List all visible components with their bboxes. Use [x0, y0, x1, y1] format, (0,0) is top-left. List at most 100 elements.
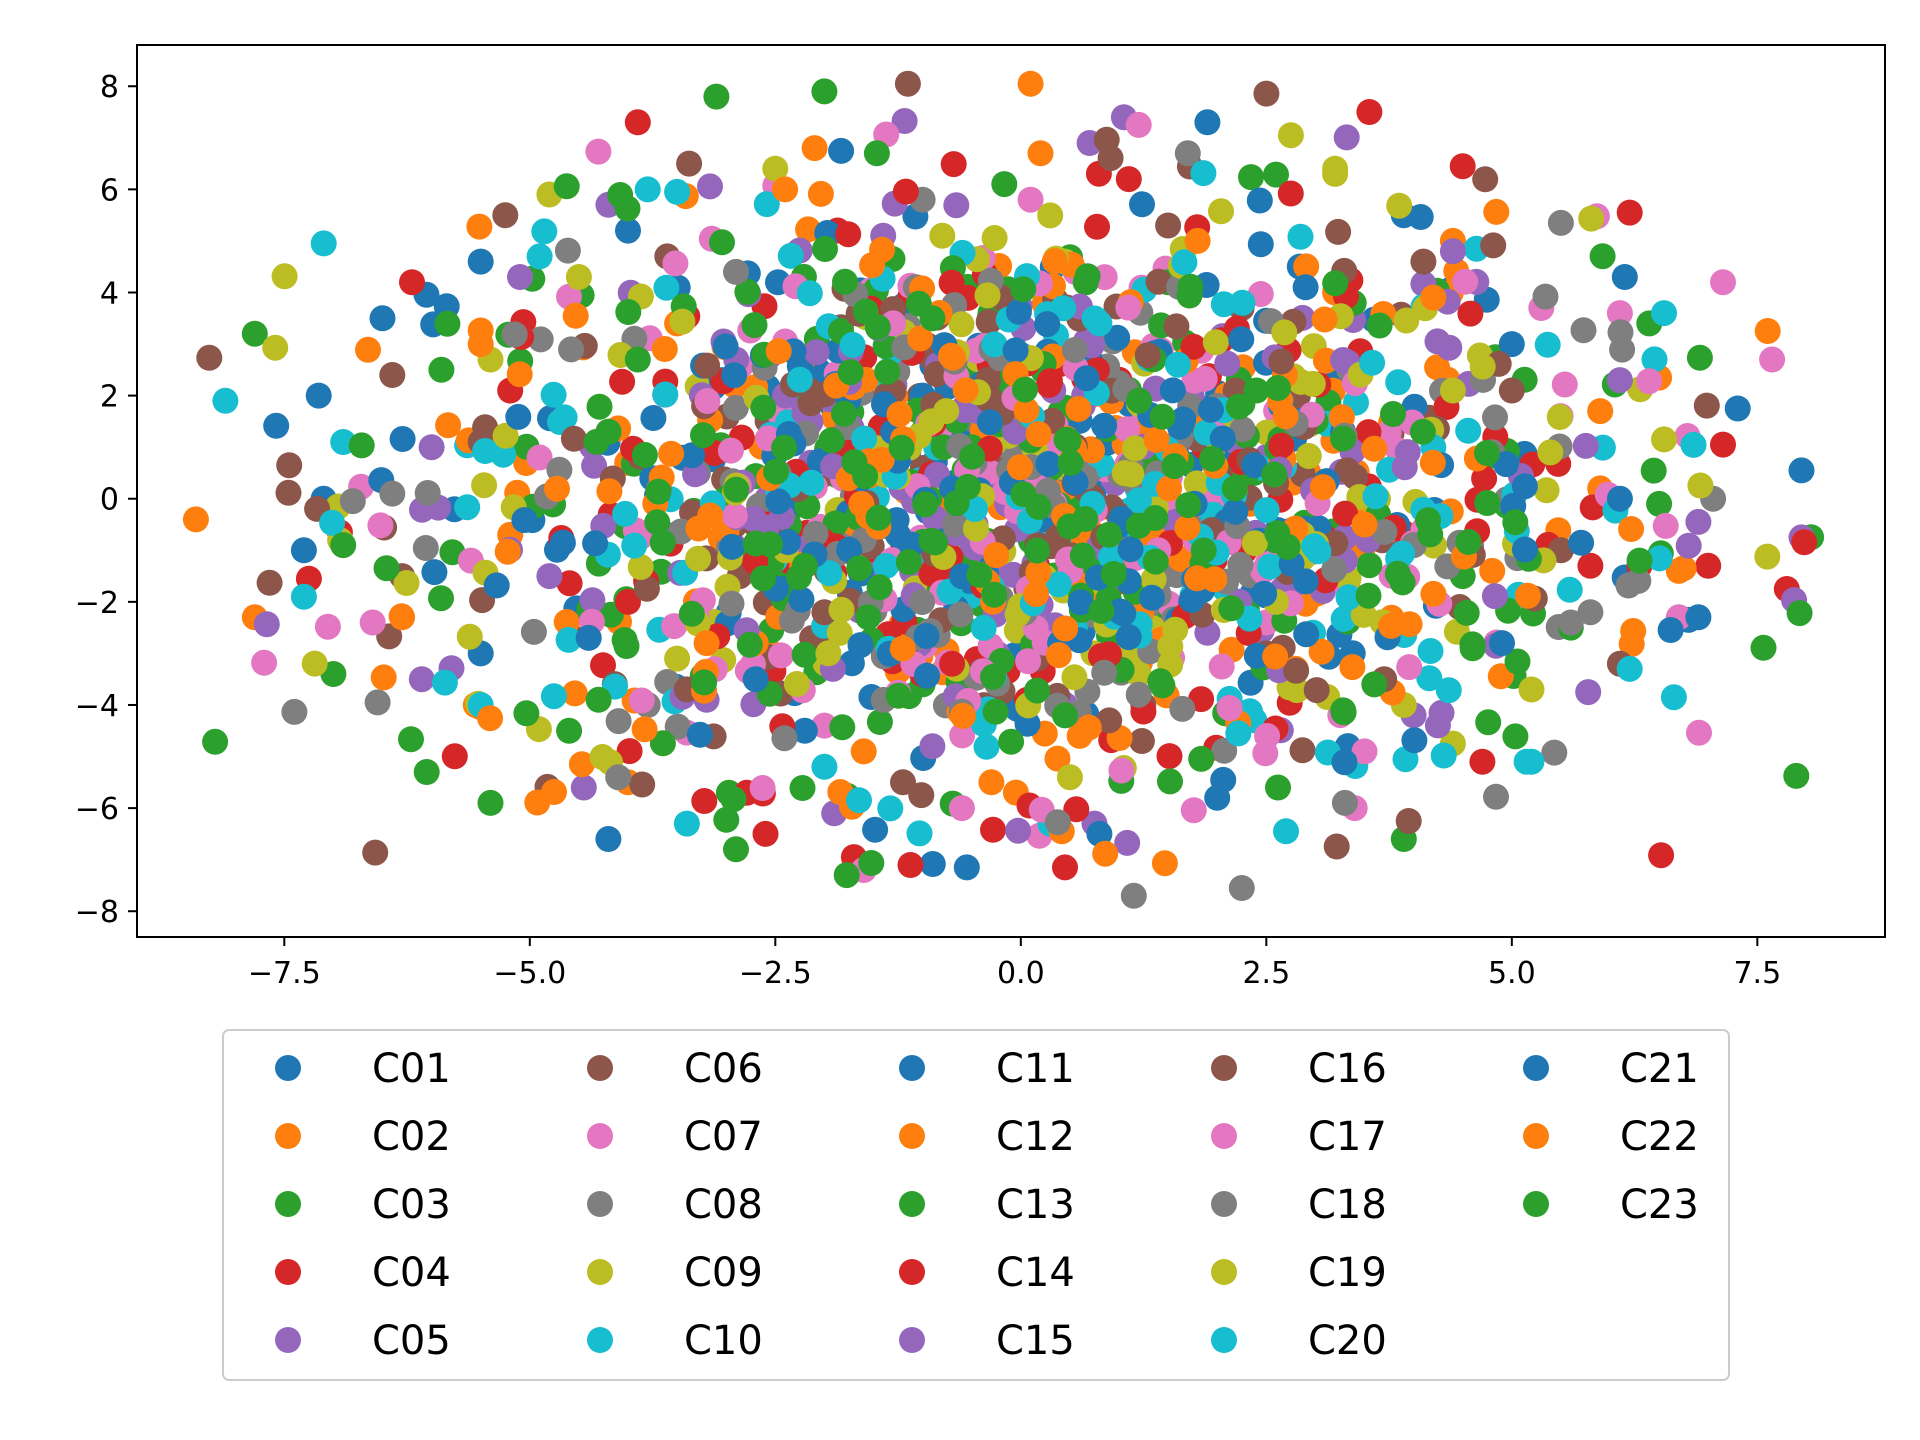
data-point [720, 786, 747, 813]
data-point [1385, 369, 1412, 396]
data-point [1514, 582, 1541, 609]
data-point [1164, 351, 1191, 378]
data-point [1693, 392, 1720, 419]
data-point [1459, 635, 1486, 662]
data-point [631, 442, 658, 468]
data-point [526, 444, 553, 471]
data-point [1511, 473, 1538, 500]
data-point [507, 264, 533, 290]
data-point [1045, 571, 1072, 598]
data-point [527, 326, 554, 353]
data-point [791, 641, 818, 668]
data-point [1002, 337, 1029, 364]
data-point [828, 596, 855, 623]
data-point [791, 552, 818, 579]
data-point [717, 437, 744, 464]
data-point [531, 218, 558, 245]
data-point [1616, 199, 1643, 226]
data-point [540, 381, 567, 408]
data-point [801, 135, 828, 162]
data-point [241, 320, 268, 347]
data-point [369, 305, 396, 332]
data-point [1013, 397, 1040, 424]
data-point [1371, 519, 1398, 545]
data-point [1015, 648, 1042, 675]
data-point [866, 574, 893, 601]
data-point [1006, 454, 1033, 481]
data-point [835, 221, 862, 248]
data-point [1685, 508, 1712, 535]
data-point [757, 531, 784, 558]
legend-label: C22 [1620, 1114, 1699, 1160]
data-point [1034, 311, 1061, 338]
data-point [718, 533, 745, 560]
data-point [982, 698, 1009, 725]
data-point [811, 753, 838, 780]
legend-marker [587, 1327, 613, 1353]
data-point [763, 458, 790, 485]
data-point [975, 308, 1002, 335]
data-point [1253, 80, 1280, 107]
legend-marker [1211, 1123, 1237, 1149]
data-point [1241, 530, 1268, 557]
data-point [1111, 460, 1138, 487]
data-point [1301, 533, 1328, 560]
data-point [616, 738, 643, 765]
data-point [1243, 377, 1270, 404]
data-point [319, 509, 346, 536]
data-point [791, 717, 818, 744]
data-point [1568, 529, 1595, 556]
data-point [1322, 155, 1349, 182]
data-point [662, 250, 689, 277]
data-point [1115, 166, 1142, 193]
data-point [472, 438, 499, 464]
data-point [370, 664, 397, 691]
data-point [976, 409, 1003, 436]
data-point [837, 359, 864, 386]
data-point [749, 775, 776, 801]
data-point [949, 722, 976, 749]
legend-label: C06 [684, 1046, 763, 1092]
data-point [262, 334, 289, 361]
data-point [281, 698, 308, 725]
data-point [1295, 443, 1322, 469]
data-point [348, 432, 375, 459]
data-point [520, 618, 547, 645]
data-point [1452, 268, 1479, 295]
data-point [1791, 529, 1818, 556]
data-point [914, 662, 940, 689]
data-point [697, 502, 724, 529]
data-point [970, 614, 997, 641]
data-point [1646, 490, 1673, 517]
data-point [1289, 737, 1316, 764]
data-point [1648, 842, 1675, 869]
data-point [621, 532, 648, 559]
data-point [1570, 317, 1597, 344]
data-point [212, 387, 239, 414]
data-point [1218, 595, 1245, 622]
data-point [1147, 668, 1174, 695]
data-point [633, 575, 660, 602]
data-point [1330, 605, 1357, 632]
data-point [1227, 551, 1254, 578]
y-tick-label: 2 [100, 380, 119, 415]
data-point [379, 480, 406, 507]
data-point [1323, 833, 1350, 860]
data-point [1091, 412, 1118, 439]
data-point [413, 759, 440, 785]
data-point [664, 178, 691, 205]
data-point [713, 806, 740, 833]
data-point [866, 709, 893, 735]
data-point [765, 338, 792, 365]
data-point [1625, 567, 1652, 594]
data-point [615, 299, 642, 325]
data-point [1005, 298, 1032, 325]
data-point [1640, 457, 1667, 484]
data-point [653, 274, 680, 301]
data-point [301, 650, 328, 677]
data-point [1096, 707, 1123, 734]
data-point [555, 626, 582, 653]
legend-marker [1211, 1327, 1237, 1353]
data-point [1439, 377, 1466, 404]
